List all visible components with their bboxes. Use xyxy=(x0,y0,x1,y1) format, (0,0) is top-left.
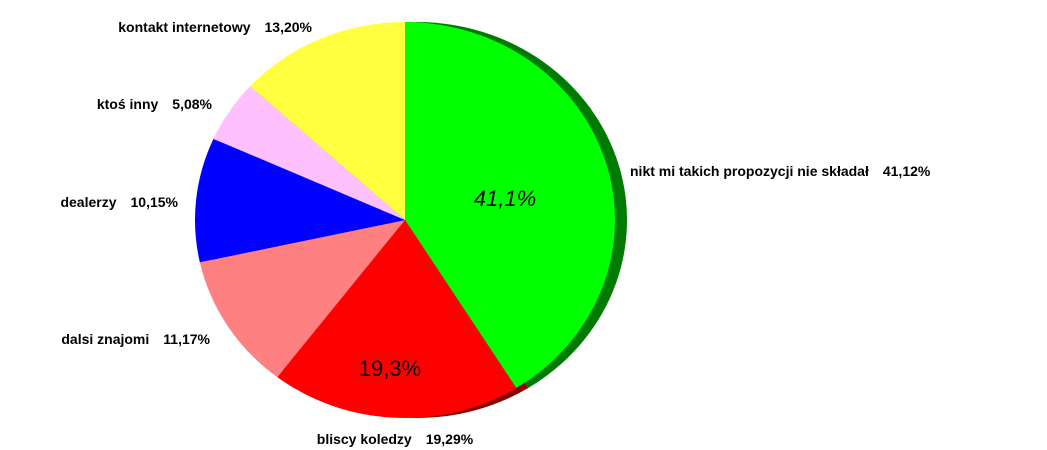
value-label: 11,17% xyxy=(163,331,210,347)
slice-label: ktoś inny 5,08% xyxy=(97,96,213,112)
slice xyxy=(195,138,405,263)
category-name: bliscy koledzy xyxy=(317,431,412,447)
slice xyxy=(213,86,405,220)
category-name: ktoś inny xyxy=(97,96,159,112)
value-label: 13,20% xyxy=(265,19,313,35)
value-label: 5,08% xyxy=(172,96,212,112)
slice xyxy=(277,220,517,419)
inner-label: 19,3% xyxy=(359,356,421,381)
slice xyxy=(199,220,405,378)
slice-label: kontakt internetowy 13,20% xyxy=(118,19,312,35)
category-name: dalsi znajomi xyxy=(61,331,149,347)
slice-label: nikt mi takich propozycji nie składał 41,… xyxy=(630,163,931,179)
value-label: 19,29% xyxy=(426,431,474,447)
category-name: dealerzy xyxy=(60,194,116,210)
slice xyxy=(250,22,405,220)
value-label: 41,12% xyxy=(883,163,931,179)
slice-label: dealerzy 10,15% xyxy=(60,194,178,210)
slice-label: dalsi znajomi 11,17% xyxy=(61,331,210,347)
category-name: nikt mi takich propozycji nie składał xyxy=(630,163,869,179)
slice-label: bliscy koledzy 19,29% xyxy=(317,431,474,447)
category-name: kontakt internetowy xyxy=(118,19,250,35)
inner-label: 41,1% xyxy=(474,186,536,211)
value-label: 10,15% xyxy=(131,194,179,210)
slice xyxy=(405,22,616,388)
